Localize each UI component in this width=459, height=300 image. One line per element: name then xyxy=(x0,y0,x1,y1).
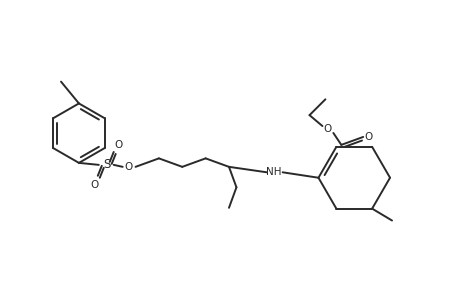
Text: O: O xyxy=(363,132,371,142)
Text: O: O xyxy=(90,180,99,190)
Text: O: O xyxy=(124,162,133,172)
Text: NH: NH xyxy=(265,167,281,177)
Text: O: O xyxy=(114,140,123,150)
Text: O: O xyxy=(323,124,331,134)
Text: S: S xyxy=(103,158,110,171)
